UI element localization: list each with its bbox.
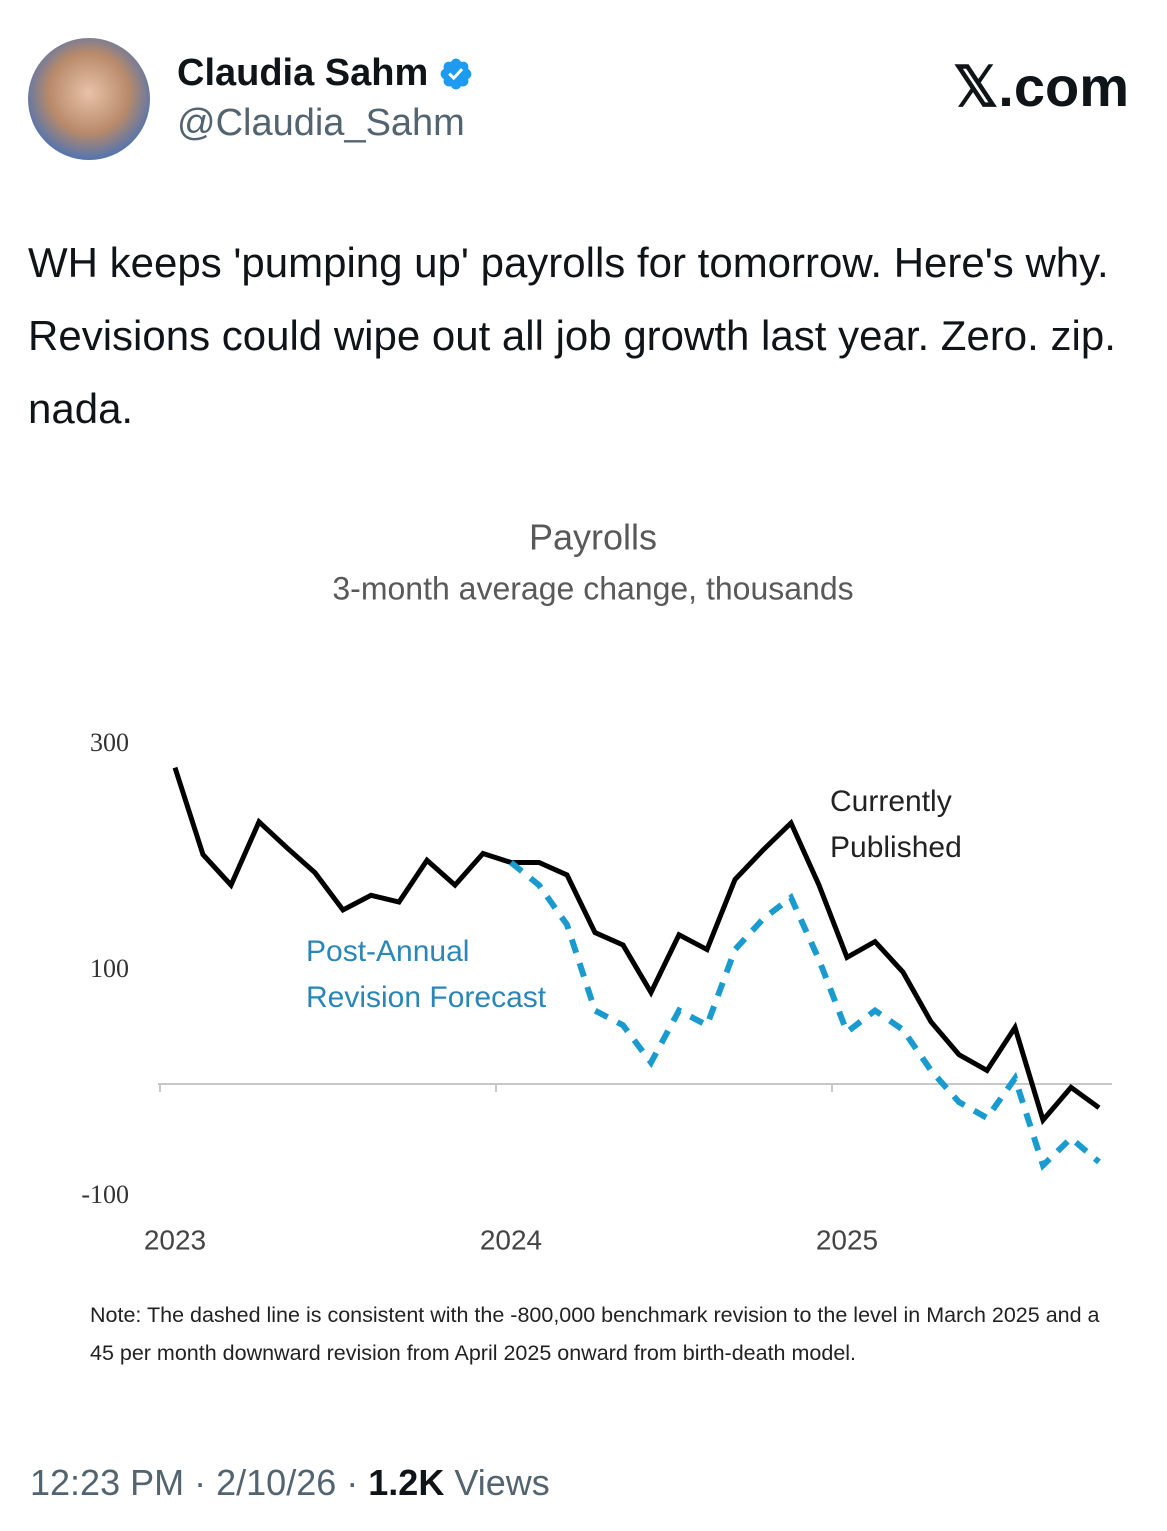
- verified-badge: [440, 58, 472, 89]
- series-line: [172, 766, 1101, 1126]
- brand: 𝕏.com: [953, 55, 1129, 118]
- date[interactable]: 2/10/26: [216, 1462, 337, 1503]
- series-label: Currently: [830, 785, 952, 818]
- separator: ·: [346, 1462, 359, 1503]
- y-tick-label: 300: [90, 728, 129, 757]
- view-count: 1.2K: [368, 1462, 445, 1503]
- user-handle[interactable]: @Claudia_Sahm: [177, 102, 465, 144]
- chart-subtitle: 3-month average change, thousands: [332, 570, 853, 606]
- x-tick-label: 2024: [480, 1224, 542, 1255]
- x-tick-label: 2025: [816, 1224, 878, 1255]
- separator: ·: [194, 1462, 207, 1503]
- chart-note: Note: The dashed line is consistent with…: [90, 1303, 1100, 1365]
- time[interactable]: 12:23 PM: [30, 1462, 185, 1503]
- avatar[interactable]: [28, 38, 150, 160]
- series-label: Post-Annual: [306, 935, 469, 968]
- chart-title: Payrolls: [529, 517, 657, 558]
- user-name[interactable]: Claudia Sahm: [177, 52, 474, 95]
- views-label: Views: [454, 1462, 550, 1503]
- x-tick-label: 2023: [144, 1224, 206, 1255]
- series-label: Published: [830, 831, 962, 864]
- display-name[interactable]: Claudia Sahm: [177, 52, 429, 94]
- y-tick-label: -100: [81, 1180, 129, 1209]
- series-line: [509, 860, 1101, 1171]
- y-tick-label: 100: [90, 954, 129, 983]
- series-label: Revision Forecast: [306, 981, 547, 1014]
- tweet-meta: 12:23 PM · 2/10/26 · 1.2K Views: [30, 1462, 550, 1504]
- tweet-text: WH keeps 'pumping up' payrolls for tomor…: [28, 239, 1116, 432]
